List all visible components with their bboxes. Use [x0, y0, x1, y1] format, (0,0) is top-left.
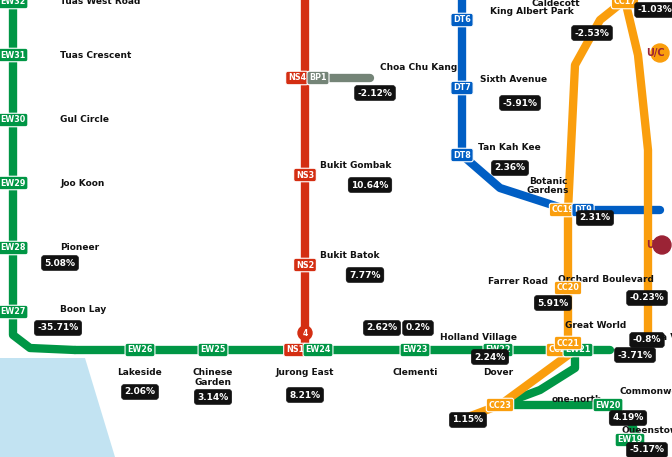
Text: Dover: Dover — [483, 368, 513, 377]
Text: CC19: CC19 — [552, 206, 575, 214]
Text: 5.08%: 5.08% — [44, 259, 75, 267]
Text: EW31: EW31 — [1, 51, 26, 59]
Text: EW29: EW29 — [0, 179, 26, 187]
Text: EW28: EW28 — [0, 244, 26, 253]
Polygon shape — [0, 358, 115, 457]
Text: 2.36%: 2.36% — [495, 164, 526, 172]
Text: Tan Kah Kee: Tan Kah Kee — [478, 143, 541, 152]
Text: 2.62%: 2.62% — [366, 324, 398, 333]
Circle shape — [298, 326, 312, 340]
Text: 2.24%: 2.24% — [474, 352, 505, 361]
Text: Holland Village: Holland Village — [440, 334, 517, 342]
Text: Pioneer: Pioneer — [60, 244, 99, 253]
Text: 3.14%: 3.14% — [198, 393, 228, 402]
Text: CC20: CC20 — [556, 283, 579, 292]
Text: -5.91%: -5.91% — [503, 99, 538, 107]
Text: BP1: BP1 — [309, 74, 327, 83]
Text: CC23: CC23 — [489, 400, 511, 409]
Text: Queenstown: Queenstown — [622, 425, 672, 435]
Text: Joo Koon: Joo Koon — [60, 179, 104, 187]
Text: DT8: DT8 — [453, 150, 471, 159]
Text: 0.2%: 0.2% — [406, 324, 430, 333]
Text: EW26: EW26 — [127, 345, 153, 355]
Text: Boon Lay: Boon Lay — [60, 305, 106, 314]
Text: EW22: EW22 — [485, 345, 511, 355]
Text: -3.71%: -3.71% — [618, 351, 653, 360]
Text: Choa Chu Kang: Choa Chu Kang — [380, 64, 457, 73]
Text: 2.31%: 2.31% — [579, 213, 611, 223]
Text: Commonwealth: Commonwealth — [620, 388, 672, 397]
Text: 4: 4 — [302, 329, 308, 338]
Text: EW24: EW24 — [305, 345, 331, 355]
Text: DT7: DT7 — [453, 84, 471, 92]
Text: 2.06%: 2.06% — [124, 388, 155, 397]
Text: Sixth Avenue: Sixth Avenue — [480, 75, 547, 85]
Text: DT6: DT6 — [453, 16, 471, 25]
Text: Botanic
Gardens: Botanic Gardens — [527, 177, 569, 195]
Text: U/C: U/C — [646, 48, 665, 58]
Text: 1.15%: 1.15% — [452, 415, 484, 425]
Text: -5.17%: -5.17% — [630, 446, 665, 455]
Text: Clementi: Clementi — [392, 368, 437, 377]
Text: CC17: CC17 — [614, 0, 636, 6]
Text: EW19: EW19 — [618, 436, 642, 445]
Text: -1.03%: -1.03% — [638, 5, 672, 15]
Text: Jurong East: Jurong East — [276, 368, 334, 377]
Text: CC21: CC21 — [556, 339, 579, 347]
Text: CC22: CC22 — [548, 345, 571, 355]
Text: EW23: EW23 — [403, 345, 427, 355]
Text: Orchard Boulevard: Orchard Boulevard — [558, 276, 654, 285]
Text: EW25: EW25 — [200, 345, 226, 355]
Text: Lakeside: Lakeside — [118, 368, 163, 377]
Text: EW20: EW20 — [595, 400, 621, 409]
Text: NS4: NS4 — [288, 74, 306, 83]
Text: Bukit Batok: Bukit Batok — [320, 250, 380, 260]
Text: NS3: NS3 — [296, 170, 314, 180]
Text: EW27: EW27 — [0, 308, 26, 317]
Text: 7.77%: 7.77% — [349, 271, 381, 280]
Text: -0.23%: -0.23% — [630, 293, 665, 303]
Text: Great World: Great World — [565, 320, 626, 329]
Text: U/C: U/C — [646, 240, 665, 250]
Text: Farrer Road: Farrer Road — [488, 277, 548, 287]
Text: -2.53%: -2.53% — [575, 28, 610, 37]
Text: NS2: NS2 — [296, 260, 314, 270]
Circle shape — [651, 44, 669, 62]
Text: Tuas West Road: Tuas West Road — [60, 0, 140, 6]
Text: EW21: EW21 — [565, 345, 591, 355]
Circle shape — [653, 236, 671, 254]
Text: 4.19%: 4.19% — [612, 414, 644, 423]
Text: NS1: NS1 — [286, 345, 304, 355]
Text: Bukit Gombak: Bukit Gombak — [320, 160, 391, 170]
Text: DT9: DT9 — [574, 206, 592, 214]
Text: 5.91%: 5.91% — [538, 298, 569, 308]
Text: -35.71%: -35.71% — [38, 324, 79, 333]
Text: EW32: EW32 — [0, 0, 26, 6]
Text: Chinese
Garden: Chinese Garden — [193, 368, 233, 387]
Text: EW30: EW30 — [1, 116, 26, 124]
Text: Tuas Crescent: Tuas Crescent — [60, 51, 131, 59]
Text: one-north: one-north — [552, 395, 603, 404]
Text: Caldecott: Caldecott — [532, 0, 580, 9]
Text: King Albert Park: King Albert Park — [490, 7, 574, 16]
Text: 8.21%: 8.21% — [290, 390, 321, 399]
Text: -2.12%: -2.12% — [358, 89, 392, 97]
Text: -0.8%: -0.8% — [633, 335, 661, 345]
Text: Gul Circle: Gul Circle — [60, 116, 109, 124]
Text: 10.64%: 10.64% — [351, 181, 388, 190]
Text: Buona Vista: Buona Vista — [635, 334, 672, 342]
